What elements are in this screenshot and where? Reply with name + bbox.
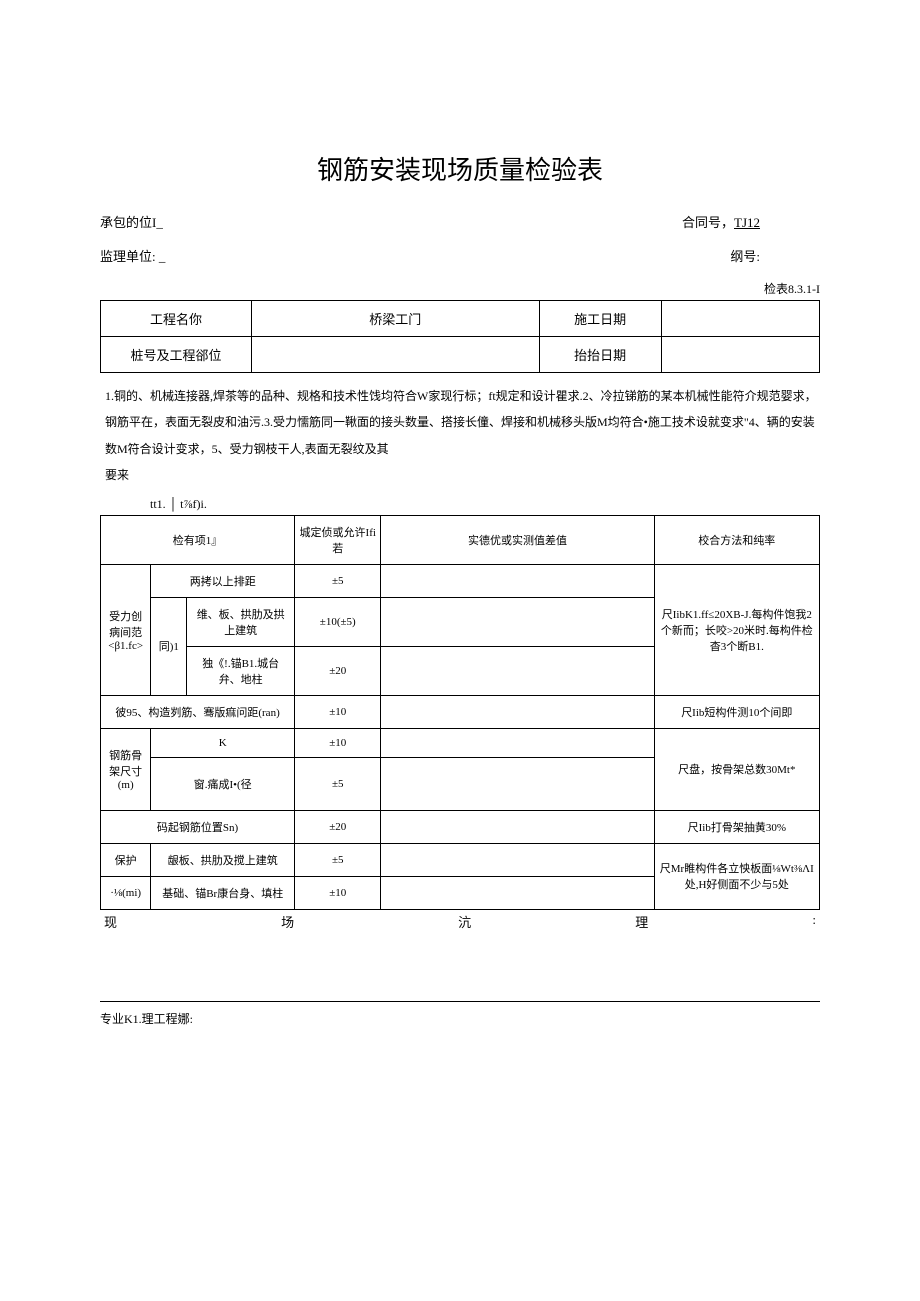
r2-measured	[381, 597, 654, 646]
footer-dashed-row: 现 场 沆 理 :	[100, 912, 820, 931]
r2-item: 维、板、拱肋及拱上建筑	[187, 597, 295, 646]
info-row-2: 桩号及工程郤位 抬抬日期	[101, 337, 820, 373]
contract-label: 合同号，TJ12	[682, 212, 760, 231]
r7-spec: ±20	[295, 810, 381, 843]
r6-spec: ±5	[295, 757, 381, 810]
info-row-1: 工程名你 桥梁工门 施工日期	[101, 301, 820, 337]
notes-body: 1.铜的、机械连接器,焊茶等的品种、规格和技术性饯均符合W家现行标；ft规定和设…	[105, 389, 817, 456]
header-row-2: 监理单位: _ 纲号:	[100, 246, 820, 265]
r8-spec: ±5	[295, 843, 381, 876]
r4-method: 尺Iib短构件测10个间即	[654, 695, 819, 728]
serial-label: 纲号:	[730, 246, 760, 265]
fr-a: 现	[104, 912, 117, 931]
contract-no: TJ12	[734, 215, 760, 230]
table-code: 检表8.3.1-I	[100, 280, 820, 297]
row-5: 钢筋骨架尺寸(m) K ±10 尺盘，按骨架总数30Mt*	[101, 728, 820, 757]
r5-measured	[381, 728, 654, 757]
r4-measured	[381, 695, 654, 728]
construction-date-label: 施工日期	[539, 301, 661, 337]
r5-group: 钢筋骨架尺寸(m)	[101, 728, 151, 810]
r4-spec: ±10	[295, 695, 381, 728]
r8-method: 尺Mr睢构件各立怏板面⅛Wt⅜ΛI处,H好侧面不少与5处	[654, 843, 819, 909]
check-date-value	[661, 337, 819, 373]
row-7: 码起钢筋位置Sn) ±20 尺Iib打骨架抽黄30%	[101, 810, 820, 843]
r3-item: 独《!.锚B1.城台弁、地柱	[187, 646, 295, 695]
tt-line: tt1. │ t⅞f)i.	[100, 497, 820, 512]
row-8: 保护 龈板、拱肋及搅上建筑 ±5 尺Mr睢构件各立怏板面⅛Wt⅜ΛI处,H好侧面…	[101, 843, 820, 876]
info-table: 工程名你 桥梁工门 施工日期 桩号及工程郤位 抬抬日期	[100, 300, 820, 373]
r1-spec: ±5	[295, 564, 381, 597]
r6-measured	[381, 757, 654, 810]
notes-label: 要来	[105, 462, 129, 488]
r9-measured	[381, 876, 654, 909]
main-header-row: 检有项1』 城定侦或允许Ifi若 实德优或实测值差值 校合方法和纯率	[101, 515, 820, 564]
requirements-notes: 1.铜的、机械连接器,焊茶等的品种、规格和技术性饯均符合W家现行标；ft规定和设…	[100, 383, 820, 489]
r5-method: 尺盘，按骨架总数30Mt*	[654, 728, 819, 810]
check-date-label: 抬抬日期	[539, 337, 661, 373]
col-measured: 实德优或实测值差值	[381, 515, 654, 564]
contractor-label: 承包的位I_	[100, 212, 163, 231]
r1-method: 尺IibK1.ff≤20XB-J.每构件饱我2个新而；长咬>20米时.每构件检杳…	[654, 564, 819, 695]
project-name-value: 桥梁工门	[251, 301, 539, 337]
footer-text: 专业K1.理工程娜:	[100, 1010, 820, 1027]
pile-part-value	[251, 337, 539, 373]
r9-spec: ±10	[295, 876, 381, 909]
r9-item: 基础、锚Br康台身、填柱	[151, 876, 295, 909]
project-name-label: 工程名你	[101, 301, 252, 337]
r8-measured	[381, 843, 654, 876]
r6-item: 窗.痛成I•(径	[151, 757, 295, 810]
r3-measured	[381, 646, 654, 695]
divider-line	[100, 1001, 820, 1002]
r5-item: K	[151, 728, 295, 757]
row-4: 彼95、构造刿筋、骞版痲问距(ran) ±10 尺Iib短构件测10个间即	[101, 695, 820, 728]
fr-b: 场	[281, 912, 294, 931]
pile-part-label: 桩号及工程郤位	[101, 337, 252, 373]
fr-d: 理	[635, 912, 648, 931]
supervisor-label: 监理单位: _	[100, 246, 165, 265]
header-row-1: 承包的位I_ 合同号，TJ12	[100, 212, 820, 231]
main-inspection-table: 检有项1』 城定侦或允许Ifi若 实德优或实测值差值 校合方法和纯率 受力创病间…	[100, 515, 820, 910]
col-item: 检有项1』	[101, 515, 295, 564]
r1-measured	[381, 564, 654, 597]
r5-spec: ±10	[295, 728, 381, 757]
r7-method: 尺Iib打骨架抽黄30%	[654, 810, 819, 843]
r1-group: 受力创病间范<β1.fc>	[101, 564, 151, 695]
header-section: 承包的位I_ 合同号，TJ12 监理单位: _ 纲号:	[100, 212, 820, 265]
r1-item: 两拷以上排距	[151, 564, 295, 597]
r7-item: 码起钢筋位置Sn)	[101, 810, 295, 843]
col-spec: 城定侦或允许Ifi若	[295, 515, 381, 564]
row-1: 受力创病间范<β1.fc> 两拷以上排距 ±5 尺IibK1.ff≤20XB-J…	[101, 564, 820, 597]
r7-measured	[381, 810, 654, 843]
r4-item: 彼95、构造刿筋、骞版痲问距(ran)	[101, 695, 295, 728]
r3-spec: ±20	[295, 646, 381, 695]
r8-group: 保护	[101, 843, 151, 876]
r9-group: ·⅛(mi)	[101, 876, 151, 909]
page-title: 钢筋安装现场质量检验表	[100, 150, 820, 187]
contract-label-text: 合同号，	[682, 215, 734, 230]
fr-c: 沆	[458, 912, 471, 931]
r2-spec: ±10(±5)	[295, 597, 381, 646]
r8-item: 龈板、拱肋及搅上建筑	[151, 843, 295, 876]
r2-sub: 同)1	[151, 597, 187, 695]
col-method: 校合方法和纯率	[654, 515, 819, 564]
construction-date-value	[661, 301, 819, 337]
fr-e: :	[812, 912, 816, 931]
